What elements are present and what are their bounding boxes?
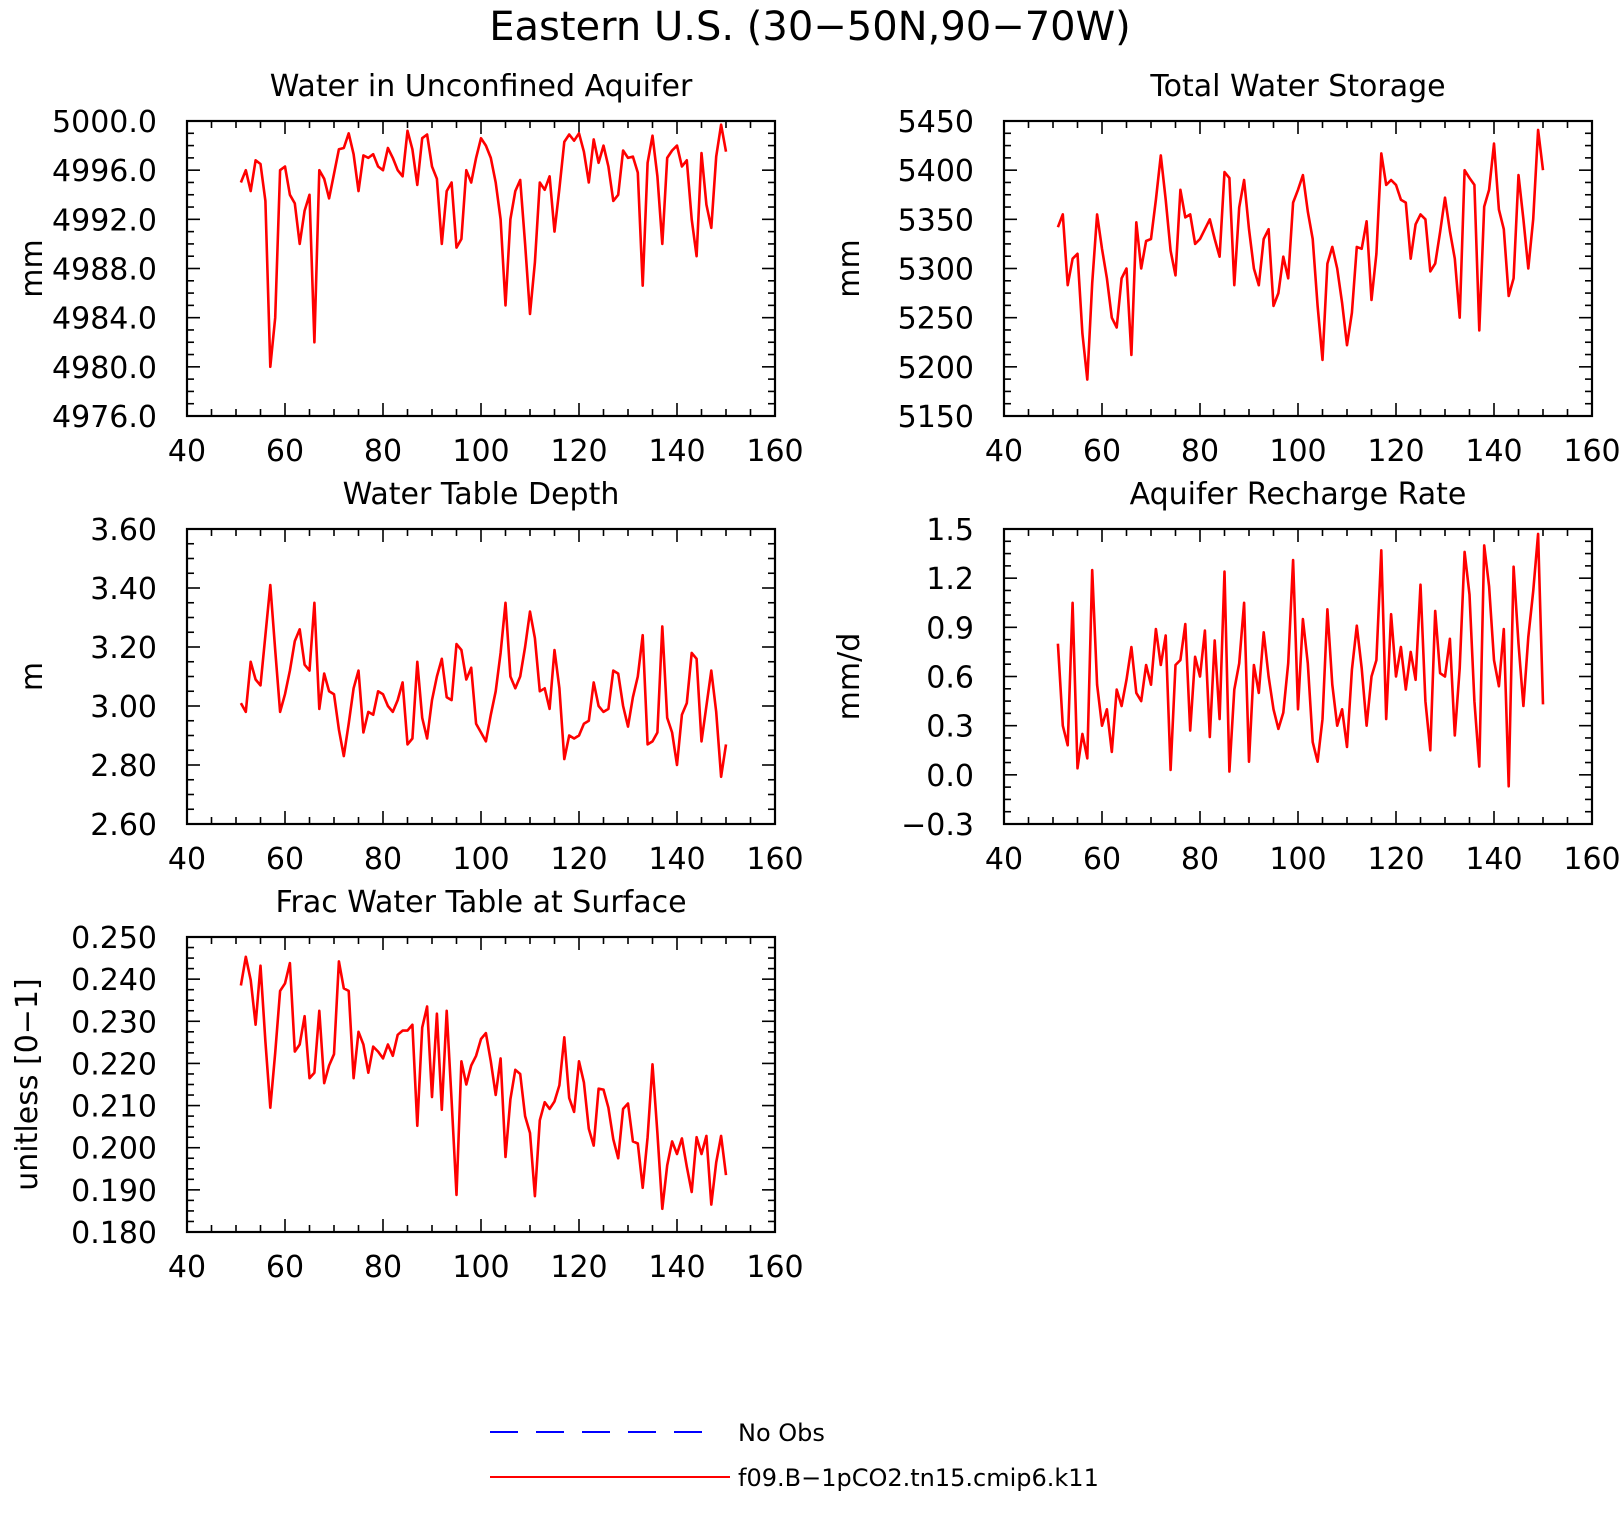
- y-tick-label: 5250: [898, 302, 974, 337]
- series-line: [239, 955, 728, 1211]
- panel-title: Water Table Depth: [343, 477, 620, 512]
- y-tick-label: 0.6: [926, 661, 974, 696]
- x-tick-label: 140: [1465, 842, 1522, 877]
- y-tick-label: 1.5: [926, 513, 974, 548]
- y-tick-label: 3.60: [90, 513, 157, 548]
- x-tick-label: 80: [364, 1250, 402, 1285]
- x-tick-label: 80: [364, 842, 402, 877]
- x-tick-label: 140: [648, 842, 705, 877]
- y-tick-label: 0.240: [71, 963, 157, 998]
- panel-1: 40 60 80 100 120 140 160 4976.0 4980.0 4984.0 4988…: [15, 69, 804, 469]
- y-tick-label: 2.60: [90, 808, 157, 843]
- plot-frame: [185, 527, 777, 826]
- y-tick-label: 4984.0: [52, 302, 157, 337]
- y-axis-label: unitless [0−1]: [10, 978, 45, 1190]
- y-tick-label: 0.220: [71, 1047, 157, 1082]
- panel-title: Frac Water Table at Surface: [275, 885, 686, 920]
- x-tick-label: 140: [648, 1250, 705, 1285]
- y-tick-label: 3.40: [90, 572, 157, 607]
- x-tick-label: 80: [364, 434, 402, 469]
- y-tick-label: 5400: [898, 154, 974, 189]
- y-tick-label: 0.200: [71, 1132, 157, 1167]
- y-tick-label: −0.3: [901, 808, 974, 843]
- series-line: [1056, 532, 1545, 788]
- y-tick-label: 4992.0: [52, 203, 157, 238]
- panel-3: 40 60 80 100 120 140 160 2.60 2.80 3.00 3.20 3.40 3.…: [15, 477, 804, 877]
- panel-title: Total Water Storage: [1149, 69, 1445, 104]
- x-tick-label: 140: [1465, 434, 1522, 469]
- plot-frame: [185, 935, 777, 1234]
- x-tick-label: 100: [452, 1250, 509, 1285]
- x-tick-label: 120: [550, 842, 607, 877]
- y-tick-label: 0.250: [71, 921, 157, 956]
- y-tick-label: 3.20: [90, 631, 157, 666]
- y-tick-label: 5000.0: [52, 105, 157, 140]
- y-tick-label: 0.180: [71, 1216, 157, 1251]
- y-tick-label: 1.2: [926, 562, 974, 597]
- y-tick-label: 4988.0: [52, 253, 157, 288]
- x-tick-label: 40: [985, 842, 1023, 877]
- panel-title: Water in Unconfined Aquifer: [270, 69, 693, 104]
- legend-label-model: f09.B−1pCO2.tn15.cmip6.k11: [738, 1464, 1099, 1492]
- x-tick-label: 140: [648, 434, 705, 469]
- panel-5: 40 60 80 100 120 140 160 0.180 0.190 0.200 0.210 0.…: [10, 885, 804, 1285]
- y-tick-label: 5350: [898, 203, 974, 238]
- y-tick-label: 2.80: [90, 749, 157, 784]
- x-tick-label: 40: [168, 1250, 206, 1285]
- x-tick-label: 40: [168, 842, 206, 877]
- y-tick-label: 0.9: [926, 611, 974, 646]
- x-tick-label: 160: [1563, 842, 1620, 877]
- y-tick-label: 5300: [898, 253, 974, 288]
- y-tick-label: 3.00: [90, 690, 157, 725]
- series-line: [239, 583, 728, 779]
- x-tick-label: 120: [1367, 434, 1424, 469]
- y-tick-label: 5450: [898, 105, 974, 140]
- series-line: [239, 123, 728, 369]
- y-tick-label: 5150: [898, 400, 974, 435]
- x-tick-label: 60: [266, 842, 304, 877]
- series-line: [1056, 128, 1545, 381]
- x-tick-label: 120: [550, 1250, 607, 1285]
- y-tick-label: 4980.0: [52, 351, 157, 386]
- y-tick-label: 0.230: [71, 1005, 157, 1040]
- panel-4: 40 60 80 100 120 140 160 −0.3 0.0 0.3 0.6 0.9 1.2 1.5…: [832, 477, 1621, 877]
- x-tick-label: 40: [985, 434, 1023, 469]
- x-tick-label: 120: [1367, 842, 1424, 877]
- y-tick-label: 4976.0: [52, 400, 157, 435]
- x-tick-label: 60: [1083, 434, 1121, 469]
- x-tick-label: 100: [1269, 842, 1326, 877]
- x-tick-label: 120: [550, 434, 607, 469]
- y-tick-label: 0.190: [71, 1174, 157, 1209]
- x-tick-label: 40: [168, 434, 206, 469]
- y-axis-label: mm/d: [832, 633, 867, 721]
- figure-title: Eastern U.S. (30−50N,90−70W): [489, 4, 1131, 50]
- y-tick-label: 0.0: [926, 759, 974, 794]
- x-tick-label: 100: [452, 434, 509, 469]
- y-tick-label: 4996.0: [52, 154, 157, 189]
- x-tick-label: 80: [1181, 434, 1219, 469]
- panel-title: Aquifer Recharge Rate: [1130, 477, 1467, 512]
- panel-2: 40 60 80 100 120 140 160 5150 5200 5250 5300 5350 54…: [832, 69, 1621, 469]
- y-axis-label: m: [15, 662, 50, 691]
- y-tick-label: 5200: [898, 351, 974, 386]
- x-tick-label: 160: [1563, 434, 1620, 469]
- x-tick-label: 160: [746, 842, 803, 877]
- legend: No Obs f09.B−1pCO2.tn15.cmip6.k11: [490, 1419, 1099, 1492]
- x-tick-label: 160: [746, 434, 803, 469]
- x-tick-label: 60: [266, 1250, 304, 1285]
- x-tick-label: 60: [1083, 842, 1121, 877]
- x-tick-label: 80: [1181, 842, 1219, 877]
- x-tick-label: 100: [452, 842, 509, 877]
- y-tick-label: 0.210: [71, 1090, 157, 1125]
- x-tick-label: 160: [746, 1250, 803, 1285]
- x-tick-label: 100: [1269, 434, 1326, 469]
- legend-label-no-obs: No Obs: [738, 1419, 825, 1447]
- y-axis-label: mm: [832, 239, 867, 297]
- y-tick-label: 0.3: [926, 710, 974, 745]
- x-tick-label: 60: [266, 434, 304, 469]
- y-axis-label: mm: [15, 239, 50, 297]
